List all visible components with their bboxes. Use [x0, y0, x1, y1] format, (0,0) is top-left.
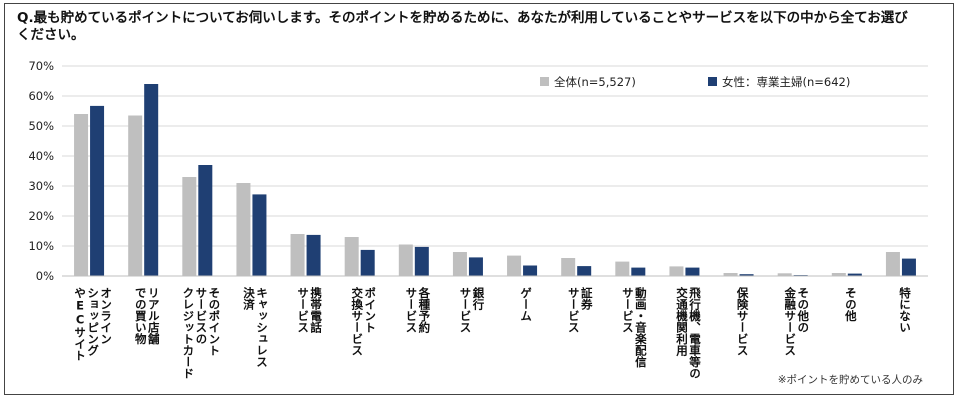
category-label: 決済 [242, 286, 256, 311]
legend-label: 全体(n=5,527) [554, 75, 636, 89]
category-label: オンライン [99, 287, 113, 345]
bar-series-2 [198, 165, 213, 276]
category-label: 各種予約 [417, 286, 431, 334]
category-label: サービス [458, 287, 472, 333]
category-label: 銀行 [471, 286, 485, 311]
legend-label: 女性：専業主婦(n=642) [722, 75, 850, 89]
bar-series-2 [739, 274, 754, 276]
bar-series-2 [901, 258, 916, 276]
bar-series-1 [615, 261, 630, 276]
category-label: サービス [296, 287, 310, 333]
question-title: Q.最も貯めているポイントについてお伺いします。そのポイントを貯めるために、あな… [17, 10, 908, 43]
bar-series-1 [452, 252, 467, 276]
chart-frame: Q.最も貯めているポイントについてお伺いします。そのポイントを貯めるために、あな… [4, 3, 954, 395]
bar-series-2 [523, 265, 538, 276]
bar-series-1 [885, 252, 900, 276]
category-label: そのポイント [207, 287, 221, 356]
bar-series-1 [669, 266, 684, 276]
y-tick-label: 0% [36, 269, 54, 283]
category-label: サービス [621, 287, 635, 333]
y-tick-label: 70% [28, 59, 54, 73]
bar-series-1 [344, 237, 359, 276]
category-label: サービス [404, 287, 418, 333]
bar-series-1 [561, 258, 576, 276]
bar-series-2 [631, 267, 646, 276]
category-label: 交換サービス [350, 286, 364, 356]
y-tick-label: 20% [28, 209, 54, 223]
category-label: 飛行機、電車等の [688, 287, 702, 379]
legend-swatch [708, 77, 717, 86]
bar-series-1 [777, 273, 792, 276]
category-label: ゲーム [519, 286, 533, 321]
y-tick-label: 40% [28, 149, 54, 163]
bar-series-2 [360, 249, 375, 276]
category-label: 携帯電話 [309, 286, 323, 334]
category-label: やECサイト [73, 287, 87, 361]
category-label: 特にない [898, 286, 912, 333]
category-label: 金融サービス [783, 286, 797, 356]
y-tick-label: 30% [28, 179, 54, 193]
bar-series-1 [236, 183, 251, 276]
category-label: 証券 [580, 286, 594, 311]
bar-series-1 [128, 115, 143, 276]
category-label: サービス [567, 287, 581, 333]
category-label: での買い物 [134, 287, 148, 345]
y-tick-label: 10% [28, 239, 54, 253]
category-label: 交通機関利用 [675, 286, 689, 357]
category-label: サービスの [194, 287, 208, 345]
bar-series-1 [74, 114, 89, 276]
bar-series-2 [577, 266, 592, 276]
bar-series-1 [831, 273, 846, 276]
bar-series-1 [182, 177, 197, 276]
bar-series-2 [685, 267, 700, 276]
bar-series-2 [306, 234, 321, 276]
bar-series-2 [414, 246, 429, 276]
category-label: リアル店舗 [147, 287, 161, 345]
bar-series-2 [144, 84, 159, 276]
bar-series-2 [847, 273, 862, 276]
bar-series-2 [468, 257, 483, 276]
y-tick-label: 60% [28, 89, 54, 103]
bar-series-1 [290, 234, 305, 276]
legend-swatch [540, 77, 549, 86]
bar-series-1 [723, 273, 738, 276]
category-label: その他 [844, 287, 858, 322]
y-tick-label: 50% [28, 119, 54, 133]
category-label: ショッピング [86, 287, 100, 356]
bar-series-1 [398, 244, 413, 276]
bar-series-1 [507, 255, 522, 276]
category-label: キャッシュレス [255, 287, 269, 368]
bar-series-2 [252, 194, 267, 276]
category-label: 動画・音楽配信 [634, 286, 648, 368]
category-label: その他の [796, 287, 810, 333]
category-label: クレジットカード [181, 287, 195, 379]
footnote: ※ポイントを貯めている人のみ [777, 374, 923, 386]
category-label: 保険サービス [736, 286, 750, 356]
category-label: ポイント [363, 286, 377, 333]
bar-series-2 [90, 105, 105, 277]
